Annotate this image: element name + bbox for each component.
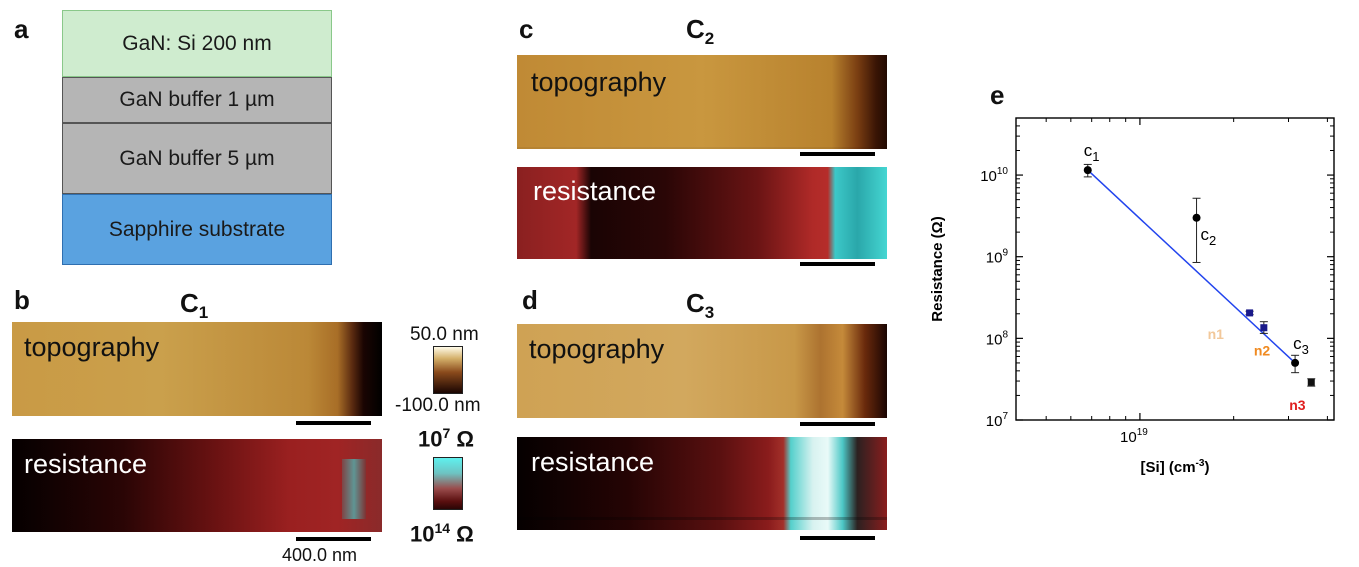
topography-label-c1: topography — [24, 332, 160, 362]
panel-e-label: e — [990, 80, 1005, 110]
res-colorbar-bottom: 1014 Ω — [410, 520, 474, 547]
x-tick-label-exp: 19 — [1137, 427, 1149, 438]
panel-a-label: a — [14, 14, 29, 44]
point-label: c1 — [1084, 141, 1100, 164]
panel-b-title-sub: 1 — [198, 303, 209, 323]
point-label: n2 — [1254, 343, 1271, 359]
panel-d-title-sub: 3 — [704, 303, 715, 323]
layer-gan-buffer-5um: GaN buffer 5 µm — [62, 123, 332, 194]
scalebar-label: 400.0 nm — [282, 545, 358, 565]
panel-c-label: c — [519, 14, 534, 44]
y-tick-label-exp: 9 — [1002, 248, 1008, 259]
topo-colorbar-min: -100.0 nm — [395, 395, 481, 416]
topo-colorbar-max: 50.0 nm — [410, 324, 479, 345]
panel-d-label: d — [522, 285, 538, 315]
panel-d-title: C3 — [686, 288, 714, 323]
x-axis-label-exp: -3 — [1196, 458, 1205, 469]
topography-colorbar — [433, 346, 463, 394]
scalebar-topo-c1 — [296, 421, 371, 425]
scalebar-res-c1 — [296, 537, 371, 541]
topography-image-c3: topography — [517, 324, 887, 418]
resistance-label-c3: resistance — [531, 447, 655, 477]
point-label-main: n3 — [1289, 397, 1306, 413]
y-tick-label: 109 — [986, 248, 1009, 267]
data-point — [1291, 358, 1300, 367]
resistance-colorbar — [433, 457, 463, 510]
point-label-main: c — [1293, 334, 1302, 353]
x-axis-label-main: [Si] (cm — [1141, 459, 1196, 476]
y-tick-label-exp: 7 — [1002, 411, 1008, 422]
scalebar-res-c2 — [800, 262, 875, 266]
layer-sapphire: Sapphire substrate — [62, 194, 332, 265]
x-tick-label-base: 10 — [1120, 429, 1137, 446]
fit-line — [1087, 169, 1296, 364]
panel-b-label: b — [14, 285, 30, 315]
panel-c-title: C2 — [686, 14, 714, 49]
point-label-main: c — [1201, 225, 1210, 244]
x-axis-label: [Si] (cm-3) — [1141, 458, 1210, 476]
scalebar-topo-c3 — [800, 422, 875, 426]
point-label: c3 — [1293, 334, 1309, 357]
y-axis-label: Resistance (Ω) — [929, 216, 946, 321]
resistance-label-c2: resistance — [533, 176, 657, 206]
resistance-image-c3: resistance — [517, 437, 887, 530]
topography-image-c1: topography — [12, 322, 382, 416]
x-axis-label-close: ) — [1204, 459, 1209, 476]
res-colorbar-bottom-unit: Ω — [450, 521, 474, 547]
y-tick-label: 107 — [986, 411, 1009, 430]
res-colorbar-bottom-exp: 14 — [434, 520, 451, 536]
point-label-main: c — [1084, 141, 1093, 160]
data-point — [1083, 166, 1092, 175]
y-tick-label-base: 10 — [986, 413, 1003, 430]
layer-gan-si: GaN: Si 200 nm — [62, 10, 332, 77]
panel-c-title-main: C — [686, 14, 705, 44]
resistance-label-c1: resistance — [24, 449, 148, 479]
point-label-main: n2 — [1254, 343, 1271, 359]
res-colorbar-top-unit: Ω — [450, 426, 475, 452]
point-label: n3 — [1289, 397, 1306, 413]
resistance-patch-c1 — [342, 459, 366, 519]
y-tick-label-exp: 10 — [997, 166, 1009, 177]
resistance-image-c2: resistance — [517, 167, 887, 259]
data-point — [1307, 378, 1315, 386]
resistance-image-c1: resistance — [12, 439, 382, 532]
point-label-sub: 3 — [1302, 342, 1309, 357]
point-label: n1 — [1208, 326, 1225, 342]
res-colorbar-bottom-base: 10 — [410, 521, 435, 547]
data-point — [1192, 213, 1201, 222]
y-axis-label-text: Resistance (Ω) — [929, 216, 946, 321]
y-tick-label-exp: 8 — [1002, 329, 1008, 340]
scalebar-topo-c2 — [800, 152, 875, 156]
y-tick-label-base: 10 — [980, 168, 997, 185]
topography-image-c2: topography — [517, 55, 887, 149]
panel-b-title: C1 — [180, 288, 208, 323]
res-colorbar-top: 107 Ω — [418, 425, 474, 452]
panel-c-title-sub: 2 — [704, 29, 715, 49]
y-tick-label-base: 10 — [986, 250, 1003, 267]
plot-frame — [1015, 117, 1335, 421]
res-colorbar-top-exp: 7 — [442, 425, 451, 441]
y-tick-label-base: 10 — [986, 331, 1003, 348]
panel-b-title-main: C — [180, 288, 199, 318]
point-label-sub: 1 — [1092, 149, 1099, 164]
res-colorbar-top-base: 10 — [418, 426, 443, 452]
data-point — [1260, 324, 1268, 332]
panel-d-title-main: C — [686, 288, 705, 318]
layer-gan-buffer-1um: GaN buffer 1 µm — [62, 77, 332, 123]
x-tick-label: 1019 — [1120, 427, 1148, 446]
point-label-main: n1 — [1208, 326, 1225, 342]
scalebar-res-c3 — [800, 536, 875, 540]
y-tick-label: 108 — [986, 329, 1009, 348]
topography-label-c3: topography — [529, 334, 665, 364]
point-label: c2 — [1201, 225, 1217, 248]
point-label-sub: 2 — [1209, 233, 1216, 248]
data-point — [1246, 309, 1254, 317]
y-tick-label: 1010 — [980, 166, 1008, 185]
topography-label-c2: topography — [531, 67, 667, 97]
